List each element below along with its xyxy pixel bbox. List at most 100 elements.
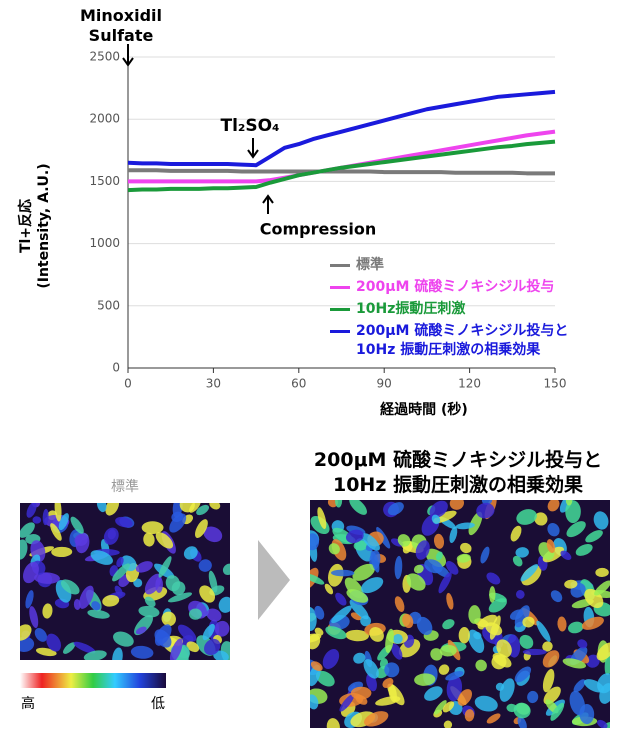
cell bbox=[25, 590, 34, 609]
cell bbox=[75, 532, 90, 554]
legend: 標準 200μM 硫酸ミノキシジル投与 10Hz振動圧刺激 200μM 硫酸ミノキシジ… bbox=[330, 256, 568, 363]
cell bbox=[402, 613, 414, 629]
transition-arrow bbox=[258, 540, 290, 620]
cell bbox=[222, 563, 230, 576]
cell bbox=[435, 551, 443, 561]
cell bbox=[414, 673, 436, 686]
cell bbox=[90, 550, 113, 565]
cell bbox=[542, 650, 560, 668]
cell bbox=[593, 511, 609, 530]
legend-label: 10Hz振動圧刺激 bbox=[356, 301, 466, 317]
cell bbox=[486, 713, 501, 724]
cell bbox=[424, 559, 443, 574]
cell bbox=[547, 500, 560, 512]
cell bbox=[542, 668, 555, 693]
cell bbox=[63, 642, 76, 654]
cell bbox=[188, 608, 202, 620]
x-tick-label: 150 bbox=[544, 377, 567, 391]
cell bbox=[513, 702, 531, 719]
cell bbox=[20, 539, 28, 560]
cell bbox=[575, 543, 593, 556]
cell bbox=[424, 686, 443, 701]
cell bbox=[50, 523, 62, 541]
cell bbox=[189, 503, 201, 513]
cell bbox=[594, 580, 610, 596]
x-axis-label: 経過時間 (秒) bbox=[380, 401, 468, 418]
cell bbox=[550, 702, 565, 721]
cell bbox=[87, 609, 110, 619]
cell bbox=[519, 634, 534, 649]
cell bbox=[310, 694, 319, 710]
x-tick-label: 60 bbox=[291, 377, 306, 391]
cell bbox=[565, 500, 573, 506]
cell bbox=[369, 627, 384, 642]
legend-entry: 10Hz振動圧刺激 bbox=[330, 300, 568, 319]
cell bbox=[58, 513, 69, 531]
cell bbox=[26, 503, 37, 518]
series-line bbox=[127, 139, 556, 193]
legend-entry: 200μM 硫酸ミノキシジル投与 bbox=[330, 278, 568, 297]
cell bbox=[112, 647, 123, 660]
y-tick-label: 500 bbox=[97, 298, 120, 312]
cell bbox=[112, 563, 130, 582]
y-tick-label: 2000 bbox=[89, 112, 120, 126]
cell bbox=[475, 659, 487, 672]
cell bbox=[143, 532, 155, 547]
cell bbox=[542, 641, 553, 652]
cell bbox=[363, 659, 379, 679]
cell bbox=[54, 503, 62, 522]
cell bbox=[429, 500, 448, 518]
cell bbox=[512, 555, 523, 567]
cell bbox=[213, 650, 229, 660]
cell bbox=[83, 650, 107, 660]
cell bbox=[204, 638, 221, 656]
arrow bbox=[247, 138, 259, 159]
cell bbox=[457, 689, 472, 706]
cell bbox=[114, 585, 123, 597]
cell bbox=[32, 516, 42, 524]
cell bbox=[495, 682, 505, 691]
cell bbox=[391, 643, 403, 660]
cell bbox=[491, 654, 507, 670]
cell bbox=[155, 576, 163, 593]
scale-label: 低 bbox=[151, 696, 165, 712]
cell bbox=[177, 624, 197, 642]
cell bbox=[597, 719, 608, 728]
cell bbox=[103, 527, 119, 545]
cell bbox=[141, 521, 164, 535]
cell bbox=[218, 596, 230, 613]
cell bbox=[73, 598, 81, 611]
cell bbox=[46, 633, 62, 652]
cell bbox=[496, 639, 512, 658]
cell bbox=[144, 596, 156, 608]
cell bbox=[214, 620, 230, 637]
cell bbox=[485, 622, 503, 636]
annotation: Compression bbox=[260, 220, 377, 239]
cell bbox=[392, 634, 403, 644]
cell bbox=[565, 500, 581, 524]
cell bbox=[438, 664, 450, 675]
y-tick-label: 2500 bbox=[89, 50, 120, 64]
cell bbox=[514, 666, 532, 683]
cell bbox=[183, 546, 198, 560]
cell bbox=[443, 720, 453, 728]
y-tick-label: 1000 bbox=[89, 236, 120, 250]
cell bbox=[464, 709, 475, 722]
cell bbox=[314, 627, 324, 636]
cell bbox=[317, 507, 327, 530]
image-title: 200μM 硫酸ミノキシジル投与と 10Hz 振動圧刺激の相乗効果 bbox=[313, 449, 603, 496]
cell bbox=[413, 564, 424, 574]
cell bbox=[310, 573, 325, 585]
cell bbox=[324, 583, 334, 595]
cell bbox=[310, 607, 317, 631]
cell bbox=[473, 631, 482, 640]
cell bbox=[547, 522, 560, 537]
cell bbox=[169, 638, 183, 660]
cell bbox=[91, 601, 101, 611]
cell bbox=[330, 569, 355, 577]
cell bbox=[439, 644, 457, 657]
legend-swatch bbox=[330, 286, 350, 289]
cell bbox=[310, 533, 320, 551]
cell bbox=[522, 616, 535, 628]
cell bbox=[165, 575, 181, 592]
